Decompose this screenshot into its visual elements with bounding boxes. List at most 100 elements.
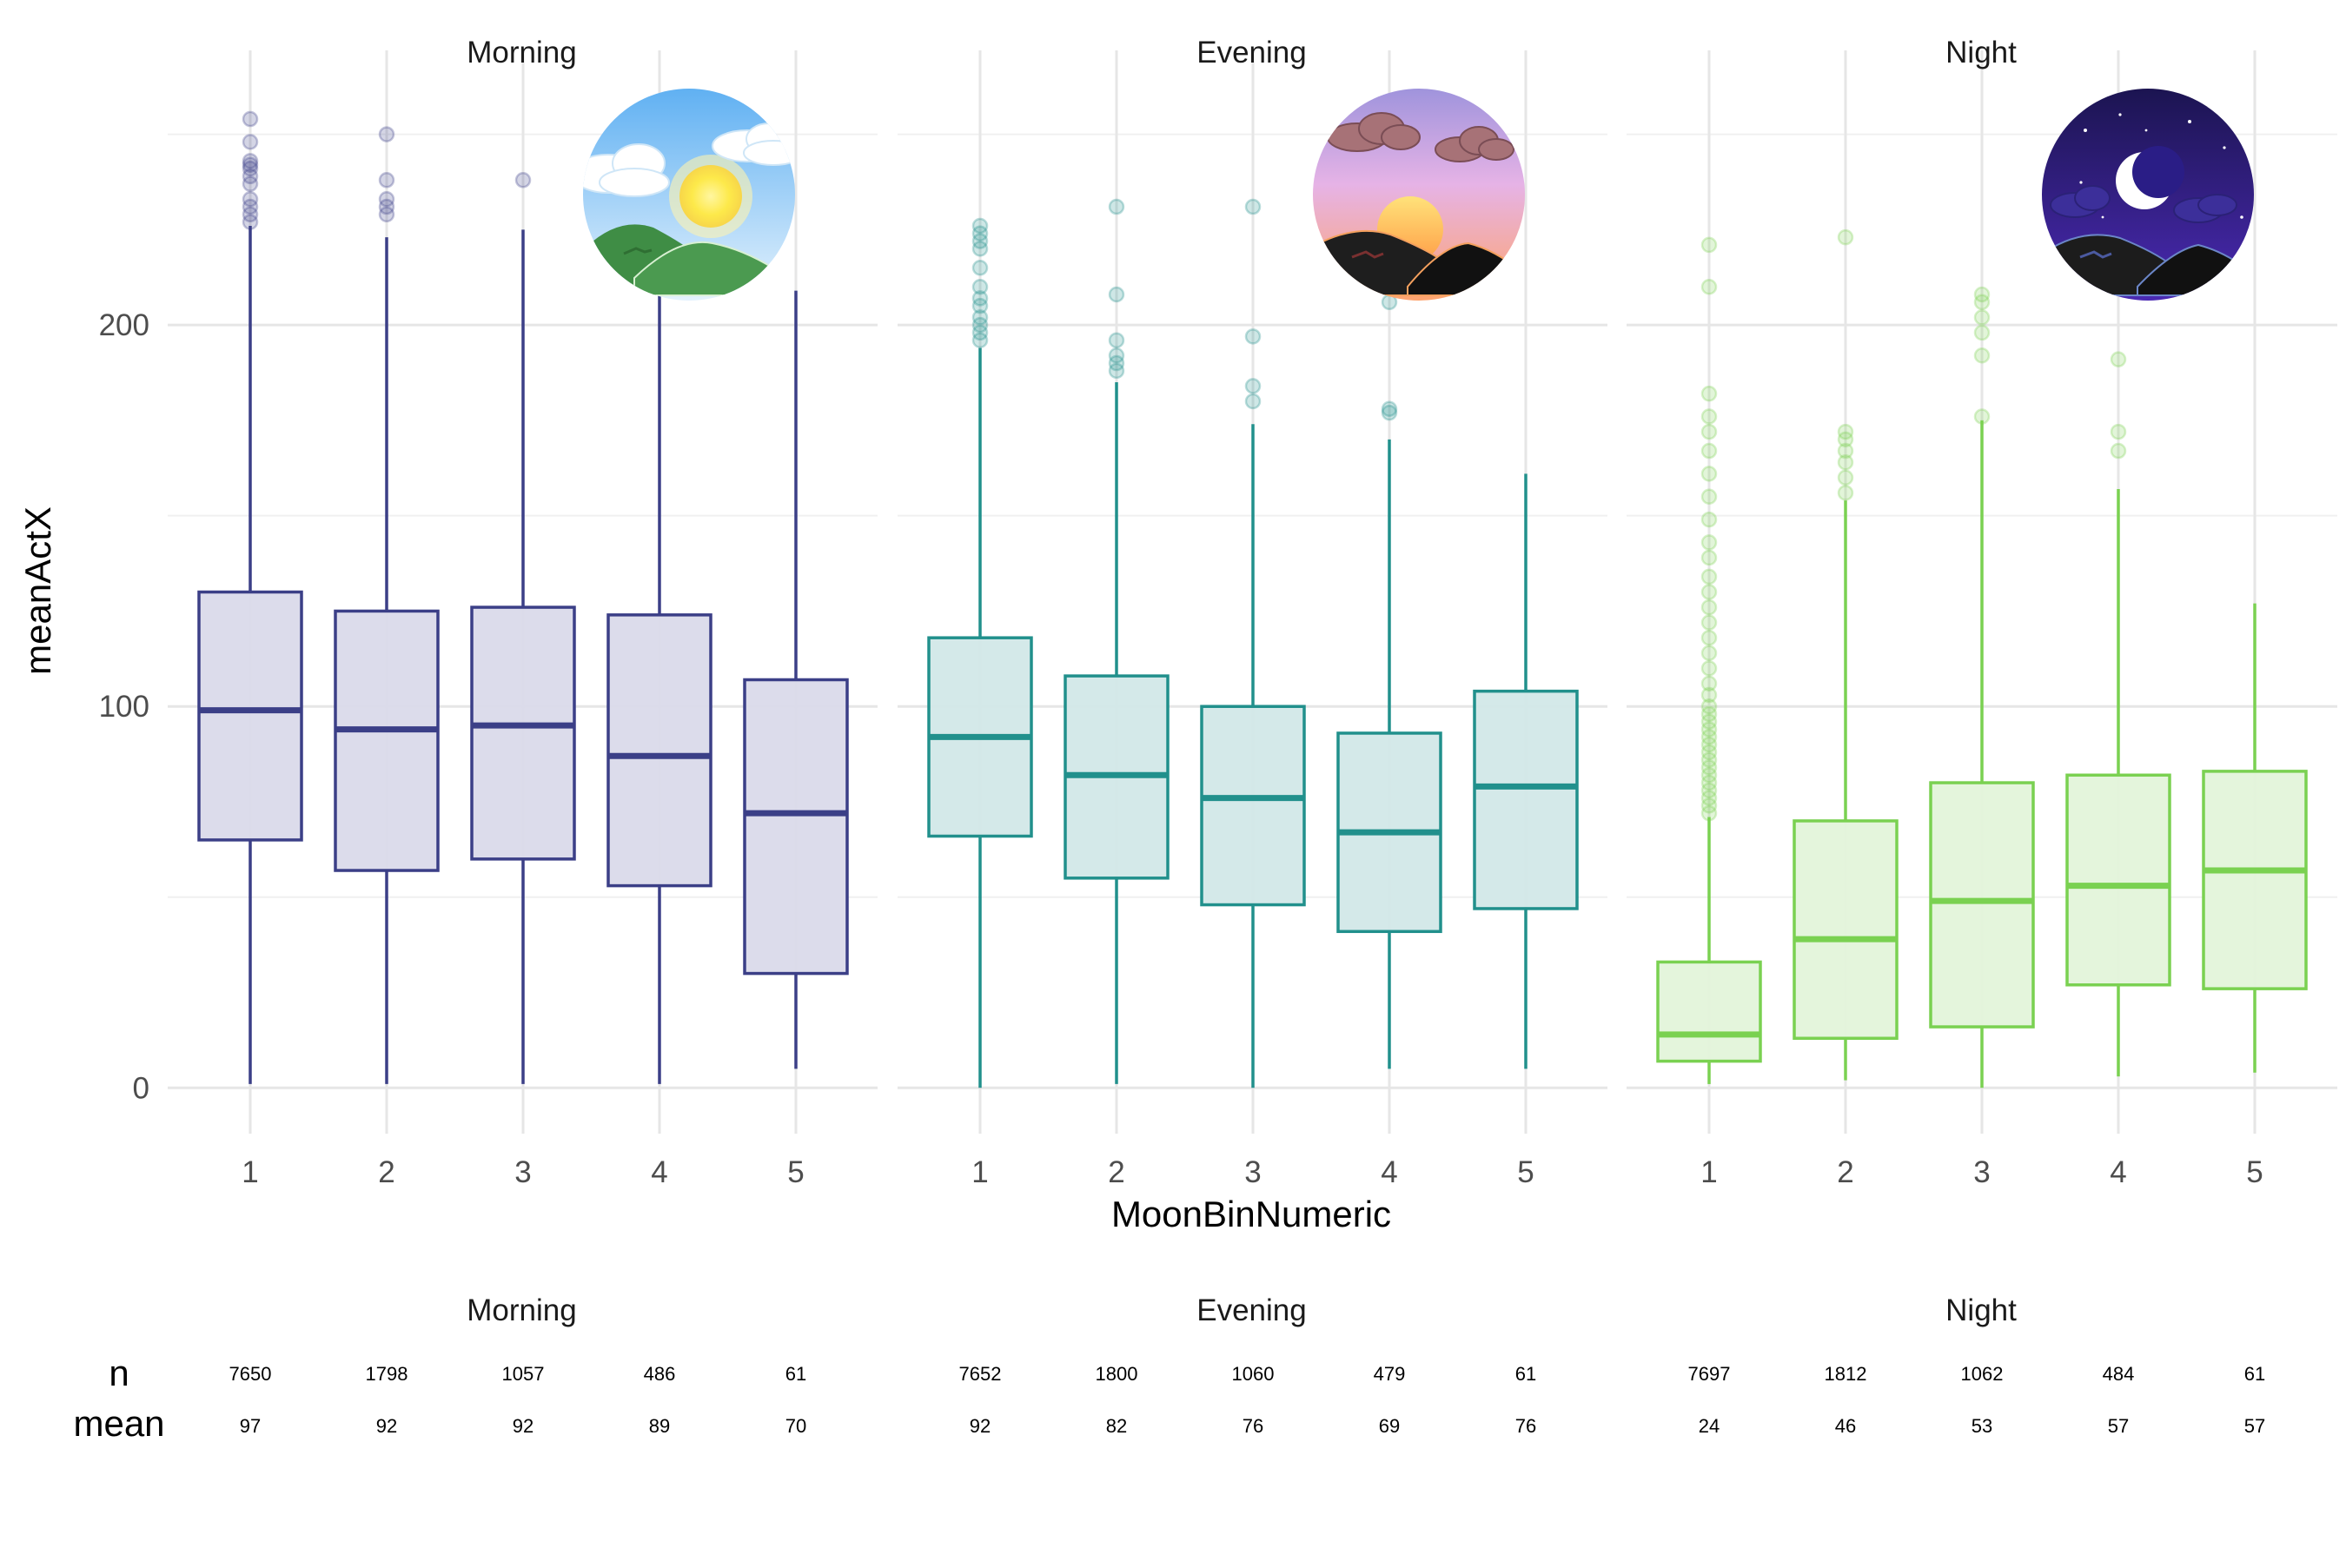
- outlier-point: [1381, 404, 1398, 421]
- outlier-point: [1700, 423, 1718, 440]
- table-cell-n: 486: [644, 1363, 676, 1385]
- box-night-3: [1929, 286, 2035, 1088]
- outlier-point: [1700, 736, 1718, 753]
- outlier-point: [1381, 400, 1398, 417]
- outlier-point: [242, 168, 259, 185]
- outlier-point: [1700, 549, 1718, 566]
- outlier-point: [242, 175, 259, 192]
- outlier-point: [514, 172, 532, 189]
- box-morning-5: [743, 290, 849, 1069]
- outlier-point: [1700, 774, 1718, 791]
- outlier-point: [378, 206, 395, 223]
- outlier-point: [1700, 797, 1718, 814]
- panel-morning: [197, 110, 849, 1084]
- table-cell-mean: 70: [785, 1415, 806, 1437]
- outlier-point: [1700, 236, 1718, 254]
- panel-night: [1656, 228, 2308, 1088]
- outlier-point: [2110, 423, 2127, 440]
- outlier-point: [1973, 324, 1991, 341]
- outlier-point: [1700, 442, 1718, 460]
- x-tick-label: 4: [1381, 1155, 1397, 1189]
- x-tick-label: 1: [242, 1155, 258, 1189]
- outlier-point: [1700, 782, 1718, 799]
- outlier-point: [2110, 442, 2127, 460]
- outlier-point: [378, 198, 395, 215]
- x-tick-label: 5: [1517, 1155, 1534, 1189]
- box-morning-2: [334, 126, 440, 1084]
- outlier-point: [971, 241, 989, 257]
- table-cell-n: 484: [2103, 1363, 2135, 1385]
- outlier-point: [1700, 759, 1718, 776]
- table-panel-title: Evening: [1196, 1293, 1306, 1327]
- outlier-point: [1700, 511, 1718, 528]
- panel-title: Evening: [1196, 36, 1306, 69]
- summary-table: n mean Morning 7650 1798 1057 486 61 97 92 92 89 70 E…: [73, 1293, 2265, 1444]
- outlier-point: [1700, 790, 1718, 806]
- table-cell-mean: 76: [1243, 1415, 1263, 1437]
- outlier-point: [971, 217, 989, 235]
- panel-evening: [927, 198, 1579, 1088]
- table-cell-mean: 57: [2108, 1415, 2129, 1437]
- table-cell-n: 61: [1515, 1363, 1536, 1385]
- outlier-point: [378, 172, 395, 189]
- iqr-box: [743, 678, 849, 976]
- outlier-point: [1108, 286, 1125, 303]
- iqr-box: [1793, 819, 1899, 1040]
- outlier-point: [1973, 309, 1991, 326]
- outlier-point: [242, 206, 259, 223]
- outlier-point: [1244, 198, 1262, 215]
- box-morning-1: [197, 110, 303, 1084]
- table-cell-mean: 92: [513, 1415, 533, 1437]
- outlier-point: [971, 316, 989, 334]
- outlier-point: [1700, 729, 1718, 745]
- outlier-point: [2110, 351, 2127, 367]
- x-tick-label: 5: [2246, 1155, 2263, 1189]
- table-cell-n: 7697: [1688, 1363, 1731, 1385]
- table-cell-n: 1812: [1825, 1363, 1867, 1385]
- table-cell-mean: 82: [1106, 1415, 1127, 1437]
- iqr-box: [1929, 781, 2035, 1029]
- outlier-point: [1700, 614, 1718, 631]
- box-evening-2: [1064, 198, 1170, 1084]
- table-panel-title: Morning: [467, 1293, 576, 1327]
- iqr-box: [1656, 960, 1762, 1063]
- outlier-point: [1837, 228, 1854, 246]
- outlier-point: [1700, 660, 1718, 677]
- table-cell-n: 1062: [1961, 1363, 2004, 1385]
- outlier-point: [971, 332, 989, 348]
- sunset-mountains-icon: [1313, 89, 1525, 301]
- x-tick-label: 2: [1108, 1155, 1124, 1189]
- outlier-point: [1837, 485, 1854, 501]
- box-night-1: [1656, 236, 1762, 1084]
- outlier-point: [1700, 705, 1718, 723]
- outlier-point: [971, 260, 989, 276]
- table-cell-n: 479: [1374, 1363, 1406, 1385]
- outlier-point: [1244, 328, 1262, 345]
- outlier-point: [242, 214, 259, 230]
- outlier-point: [1700, 466, 1718, 482]
- iqr-box: [470, 605, 576, 861]
- outlier-point: [1700, 568, 1718, 586]
- table-panel-title: Night: [1945, 1293, 2017, 1327]
- x-axis-title: MoonBinNumeric: [1111, 1194, 1391, 1234]
- outlier-point: [971, 297, 989, 314]
- outlier-point: [378, 126, 395, 142]
- box-evening-3: [1200, 198, 1306, 1088]
- outlier-point: [1108, 332, 1125, 348]
- box-evening-1: [927, 217, 1033, 1088]
- box-night-2: [1793, 228, 1899, 1081]
- outlier-point: [1837, 442, 1854, 460]
- outlier-point: [1700, 675, 1718, 692]
- outlier-point: [1108, 347, 1125, 364]
- outlier-point: [1700, 721, 1718, 738]
- table-cell-mean: 92: [970, 1415, 991, 1437]
- outlier-point: [1837, 453, 1854, 471]
- outlier-point: [242, 198, 259, 215]
- outlier-point: [1973, 408, 1991, 425]
- outlier-point: [1700, 488, 1718, 505]
- labels-layer: Morning 1 2 3 4 5 Evening 1 2 3 4 5 Night 1 2 3 4 5 0 100 20…: [17, 36, 2263, 1234]
- outlier-point: [971, 290, 989, 307]
- outlier-point: [1244, 378, 1262, 394]
- table-cell-n: 1800: [1096, 1363, 1138, 1385]
